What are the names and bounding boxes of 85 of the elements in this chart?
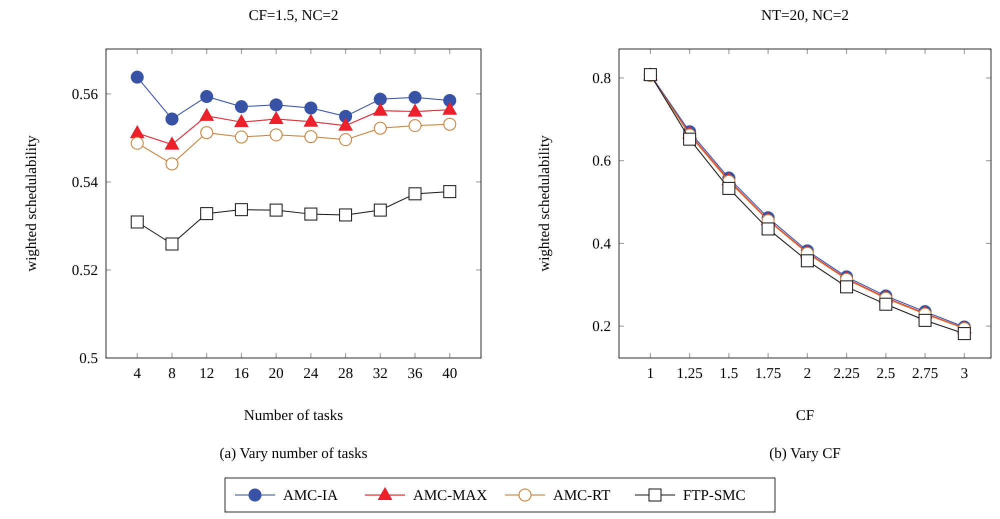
y-tick-label: 0.5 — [79, 351, 98, 367]
x-tick-label: 16 — [234, 366, 250, 382]
x-tick-label: 2.75 — [912, 366, 938, 382]
point — [130, 126, 144, 138]
point — [408, 187, 422, 200]
x-tick-label: 1.25 — [676, 366, 703, 382]
point — [339, 133, 352, 146]
x-tick-label: 36 — [408, 366, 424, 382]
x-tick-label: 32 — [372, 366, 388, 382]
point — [234, 130, 248, 144]
y-tick-label: 0.52 — [72, 262, 98, 279]
point — [338, 118, 353, 131]
point — [840, 280, 854, 294]
point — [165, 157, 178, 170]
point — [408, 104, 422, 117]
x-tick-label: 1 — [646, 366, 654, 382]
point — [408, 119, 422, 132]
point — [304, 130, 318, 144]
point — [269, 111, 284, 124]
text: (a) Vary number of tasks — [219, 446, 368, 462]
point — [374, 122, 387, 135]
text: (b) Vary CF — [769, 446, 841, 462]
x-tick-label: 24 — [303, 366, 319, 382]
x-tick-label: 2.25 — [833, 366, 860, 382]
point — [304, 114, 318, 127]
x-tick-label: 2 — [804, 366, 812, 382]
point — [164, 137, 179, 150]
point — [683, 132, 696, 146]
x-tick-label: 8 — [168, 366, 176, 382]
point — [304, 208, 318, 221]
point — [200, 126, 214, 140]
point — [234, 114, 248, 128]
point — [722, 182, 736, 195]
x-tick-label: 40 — [442, 366, 458, 382]
point — [130, 215, 144, 228]
legend-label: FTP-SMC — [683, 488, 746, 504]
x-tick-label: 4 — [134, 366, 142, 382]
point — [374, 204, 387, 217]
y-axis-title: wighted schedulability — [24, 134, 40, 272]
point — [958, 327, 971, 340]
chart-title: NT=20, NC=2 — [761, 8, 849, 24]
point — [200, 207, 214, 220]
point — [408, 90, 422, 104]
legend-label: AMC-MAX — [413, 488, 488, 504]
point — [304, 101, 318, 114]
point — [762, 222, 775, 236]
x-tick-label: 12 — [199, 366, 214, 382]
point — [339, 208, 352, 222]
y-tick-label: 0.8 — [592, 70, 611, 87]
x-tick-label: 3 — [960, 366, 968, 382]
y-tick-label: 0.4 — [592, 236, 612, 252]
point — [800, 254, 814, 268]
y-tick-label: 0.2 — [592, 319, 611, 336]
x-tick-label: 1.75 — [754, 366, 782, 382]
y-tick-label: 0.56 — [72, 86, 98, 103]
point — [918, 314, 932, 327]
x-axis-title: Number of tasks — [244, 408, 344, 424]
point — [879, 298, 892, 311]
point — [130, 70, 144, 84]
point — [270, 128, 283, 142]
x-axis-title: CF — [796, 408, 814, 424]
point — [270, 98, 283, 112]
point — [443, 118, 456, 131]
point — [200, 108, 214, 121]
y-tick-label: 0.54 — [72, 174, 98, 191]
y-tick-label: 0.6 — [592, 154, 612, 170]
point — [443, 185, 456, 198]
x-tick-label: 28 — [338, 366, 354, 382]
point — [165, 237, 178, 250]
chart-title: CF=1.5, NC=2 — [248, 8, 338, 24]
point — [270, 204, 283, 217]
x-tick-label: 20 — [268, 366, 284, 382]
point — [373, 103, 388, 116]
point — [130, 136, 144, 150]
x-tick-label: 2.5 — [876, 366, 896, 382]
point — [374, 92, 387, 106]
legend-label: AMC-RT — [553, 488, 610, 504]
legend-label: AMC-IA — [283, 488, 338, 504]
point — [234, 203, 248, 216]
point — [165, 112, 178, 126]
point — [442, 102, 457, 115]
y-axis-title: wighted schedulability — [537, 134, 553, 272]
point — [234, 100, 248, 114]
x-tick-label: 1.5 — [720, 366, 738, 382]
point — [200, 90, 214, 104]
